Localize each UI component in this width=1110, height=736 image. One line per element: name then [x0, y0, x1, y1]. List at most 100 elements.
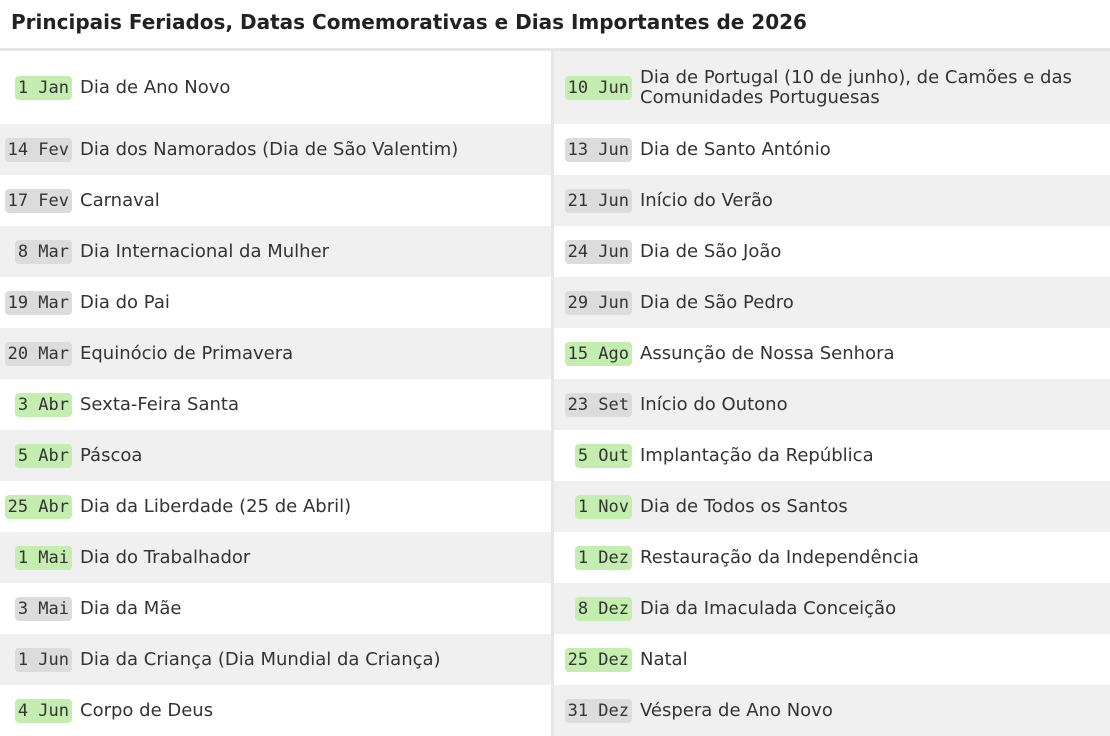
event-row: 1 Mai Dia do Trabalhador [0, 532, 551, 583]
event-row: 4 Jun Corpo de Deus [0, 685, 551, 736]
event-row: 5 Out Implantação da República [554, 430, 1110, 481]
event-row: 14 Fev Dia dos Namorados (Dia de São Vale… [0, 124, 551, 175]
date-badge: 17 Fev [4, 188, 72, 213]
event-name: Dia de São Pedro [640, 291, 794, 313]
event-row: 25 Abr Dia da Liberdade (25 de Abril) [0, 481, 551, 532]
event-row: 19 Mar Dia do Pai [0, 277, 551, 328]
date-badge: 1 Mai [14, 545, 72, 570]
event-row: 31 Dez Véspera de Ano Novo [554, 685, 1110, 736]
date-badge: 15 Ago [564, 341, 632, 366]
date-badge: 25 Dez [564, 647, 632, 672]
date-badge: 29 Jun [564, 290, 632, 315]
page-title: Principais Feriados, Datas Comemorativas… [0, 0, 1110, 51]
event-name: Carnaval [80, 189, 160, 211]
event-name: Dia de Todos os Santos [640, 495, 848, 517]
date-badge: 10 Jun [564, 75, 632, 100]
date-badge: 23 Set [564, 392, 632, 417]
event-row: 8 Mar Dia Internacional da Mulher [0, 226, 551, 277]
event-row: 21 Jun Início do Verão [554, 175, 1110, 226]
date-badge: 31 Dez [564, 698, 632, 723]
event-name: Dia da Liberdade (25 de Abril) [80, 495, 352, 517]
date-cell: 23 Set [554, 392, 640, 417]
event-name: Véspera de Ano Novo [640, 699, 833, 721]
date-badge: 8 Dez [574, 596, 632, 621]
event-name: Restauração da Independência [640, 546, 919, 568]
date-cell: 20 Mar [0, 341, 80, 366]
date-badge: 3 Mai [14, 596, 72, 621]
event-row: 8 Dez Dia da Imaculada Conceição [554, 583, 1110, 634]
event-row: 20 Mar Equinócio de Primavera [0, 328, 551, 379]
date-cell: 21 Jun [554, 188, 640, 213]
date-cell: 8 Mar [0, 239, 80, 264]
date-cell: 14 Fev [0, 137, 80, 162]
date-badge: 1 Jan [14, 75, 72, 100]
event-row: 15 Ago Assunção de Nossa Senhora [554, 328, 1110, 379]
event-row: 23 Set Início do Outono [554, 379, 1110, 430]
date-cell: 19 Mar [0, 290, 80, 315]
event-name: Dia Internacional da Mulher [80, 240, 330, 262]
event-name: Dia da Mãe [80, 597, 182, 619]
event-row: 1 Nov Dia de Todos os Santos [554, 481, 1110, 532]
date-badge: 5 Out [574, 443, 632, 468]
date-cell: 13 Jun [554, 137, 640, 162]
event-row: 25 Dez Natal [554, 634, 1110, 685]
event-row: 13 Jun Dia de Santo António [554, 124, 1110, 175]
event-name: Dia da Imaculada Conceição [640, 597, 897, 619]
date-cell: 29 Jun [554, 290, 640, 315]
column: 1 Jan Dia de Ano Novo 14 Fev Dia dos Namora… [0, 51, 554, 736]
event-name: Dia de Ano Novo [80, 76, 231, 98]
date-cell: 5 Out [554, 443, 640, 468]
date-badge: 8 Mar [14, 239, 72, 264]
event-row: 24 Jun Dia de São João [554, 226, 1110, 277]
event-name: Natal [640, 648, 688, 670]
date-badge: 1 Jun [14, 647, 72, 672]
date-cell: 25 Dez [554, 647, 640, 672]
event-row: 3 Mai Dia da Mãe [0, 583, 551, 634]
date-cell: 15 Ago [554, 341, 640, 366]
date-badge: 14 Fev [4, 137, 72, 162]
date-cell: 10 Jun [554, 75, 640, 100]
date-badge: 3 Abr [14, 392, 72, 417]
event-name: Início do Outono [640, 393, 788, 415]
event-row: 10 Jun Dia de Portugal (10 de junho), de … [554, 51, 1110, 124]
date-badge: 25 Abr [4, 494, 72, 519]
date-cell: 3 Abr [0, 392, 80, 417]
event-row: 1 Jun Dia da Criança (Dia Mundial da Cria… [0, 634, 551, 685]
date-cell: 3 Mai [0, 596, 80, 621]
event-name: Início do Verão [640, 189, 773, 211]
table: 1 Jan Dia de Ano Novo 14 Fev Dia dos Namora… [0, 51, 1110, 736]
date-cell: 4 Jun [0, 698, 80, 723]
date-cell: 25 Abr [0, 494, 80, 519]
event-row: 5 Abr Páscoa [0, 430, 551, 481]
date-cell: 8 Dez [554, 596, 640, 621]
date-badge: 5 Abr [14, 443, 72, 468]
event-name: Equinócio de Primavera [80, 342, 294, 364]
date-badge: 1 Dez [574, 545, 632, 570]
date-badge: 4 Jun [14, 698, 72, 723]
event-name: Sexta-Feira Santa [80, 393, 239, 415]
date-cell: 1 Dez [554, 545, 640, 570]
event-row: 29 Jun Dia de São Pedro [554, 277, 1110, 328]
column: 10 Jun Dia de Portugal (10 de junho), de … [554, 51, 1110, 736]
event-name: Dia de Santo António [640, 138, 831, 160]
date-cell: 17 Fev [0, 188, 80, 213]
event-name: Dia de Portugal (10 de junho), de Camões… [640, 66, 1072, 108]
date-cell: 5 Abr [0, 443, 80, 468]
date-badge: 1 Nov [574, 494, 632, 519]
date-badge: 24 Jun [564, 239, 632, 264]
event-name: Dia da Criança (Dia Mundial da Criança) [80, 648, 441, 670]
date-cell: 1 Jan [0, 75, 80, 100]
event-row: 17 Fev Carnaval [0, 175, 551, 226]
event-row: 3 Abr Sexta-Feira Santa [0, 379, 551, 430]
event-name: Assunção de Nossa Senhora [640, 342, 895, 364]
date-badge: 13 Jun [564, 137, 632, 162]
date-badge: 19 Mar [4, 290, 72, 315]
event-row: 1 Jan Dia de Ano Novo [0, 51, 551, 124]
date-cell: 1 Nov [554, 494, 640, 519]
event-row: 1 Dez Restauração da Independência [554, 532, 1110, 583]
date-cell: 31 Dez [554, 698, 640, 723]
event-name: Dia de São João [640, 240, 782, 262]
event-name: Dia do Trabalhador [80, 546, 251, 568]
event-name: Corpo de Deus [80, 699, 214, 721]
